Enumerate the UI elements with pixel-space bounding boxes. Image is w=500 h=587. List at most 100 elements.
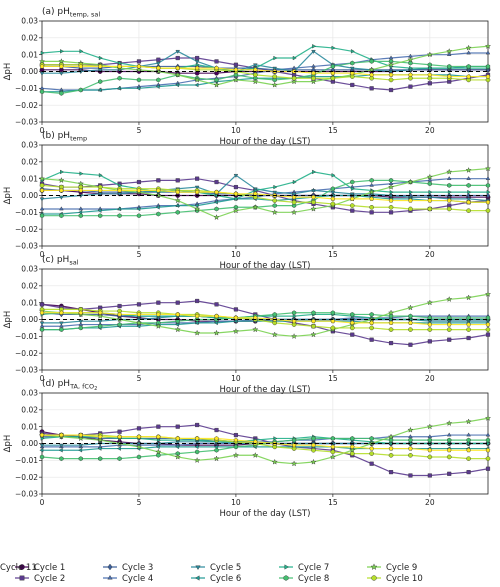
- series-11: [39, 310, 491, 327]
- series-line: [42, 434, 488, 451]
- data-point: [39, 197, 45, 202]
- data-point: [155, 205, 160, 210]
- data-point: [388, 210, 394, 215]
- data-point: [426, 51, 433, 58]
- data-point: [408, 198, 413, 203]
- data-point: [97, 319, 103, 324]
- series-2: [39, 422, 491, 478]
- x-tick-label: 10: [231, 250, 241, 259]
- data-point: [253, 63, 258, 68]
- data-point: [292, 179, 297, 185]
- legend-marker: [284, 564, 290, 570]
- legend-label: Cycle 6: [210, 574, 241, 584]
- series-10: [39, 183, 491, 213]
- legend-entry: Cycle 8: [279, 574, 329, 584]
- data-point: [155, 444, 160, 450]
- data-point: [427, 437, 432, 443]
- series-line: [41, 45, 488, 73]
- series-line: [41, 293, 489, 337]
- data-point: [78, 206, 84, 211]
- data-point: [175, 65, 181, 71]
- data-point: [136, 302, 142, 307]
- data-point: [77, 180, 84, 187]
- data-point: [156, 300, 161, 305]
- y-tick-label: 0.02: [21, 281, 38, 290]
- data-point: [427, 72, 433, 77]
- data-point: [117, 192, 122, 197]
- x-tick-label: 20: [425, 126, 435, 135]
- data-point: [233, 433, 238, 438]
- data-point: [273, 55, 278, 61]
- data-point: [118, 183, 123, 188]
- data-point: [78, 432, 84, 438]
- data-point: [136, 59, 142, 64]
- data-point: [156, 57, 161, 62]
- data-point: [194, 320, 199, 326]
- data-point: [156, 312, 161, 317]
- data-point: [59, 327, 64, 333]
- data-point: [485, 322, 491, 327]
- data-point: [408, 473, 413, 478]
- data-point: [194, 329, 201, 336]
- data-point: [195, 449, 200, 455]
- data-point: [408, 76, 413, 81]
- data-point: [175, 203, 180, 208]
- data-point: [157, 437, 161, 443]
- data-point: [39, 71, 45, 76]
- data-point: [466, 470, 471, 475]
- legend-marker: [194, 575, 200, 581]
- data-point: [369, 76, 374, 81]
- panel-title: (d) pHTA, fCO2: [42, 379, 97, 392]
- data-point: [156, 77, 161, 83]
- x-tick-label: 15: [328, 126, 338, 135]
- data-point: [136, 312, 142, 317]
- legend-label: Cycle 8: [298, 574, 329, 584]
- data-point: [214, 313, 219, 319]
- data-point: [349, 444, 355, 449]
- y-tick-label: −0.02: [15, 225, 38, 234]
- series-11: [39, 64, 491, 79]
- data-point: [175, 300, 180, 305]
- data-point: [311, 70, 316, 76]
- data-point: [38, 58, 46, 65]
- data-point: [485, 432, 491, 437]
- data-point: [311, 318, 316, 324]
- data-point: [117, 64, 122, 69]
- data-point: [407, 56, 414, 63]
- data-point: [408, 342, 413, 347]
- data-point: [291, 200, 297, 205]
- data-point: [116, 206, 121, 212]
- data-point: [312, 169, 317, 175]
- x-tick-label: 20: [425, 498, 435, 507]
- y-tick-label: 0.02: [21, 405, 38, 414]
- data-point: [60, 169, 64, 175]
- data-point: [428, 189, 433, 195]
- data-point: [369, 436, 374, 441]
- data-point: [40, 436, 45, 441]
- data-point: [272, 66, 277, 71]
- data-point: [214, 65, 219, 71]
- data-point: [466, 197, 471, 202]
- data-point: [446, 48, 453, 54]
- data-point: [272, 320, 277, 326]
- data-point: [117, 188, 122, 193]
- data-point: [233, 437, 239, 443]
- data-point: [39, 183, 45, 188]
- x-tick-label: 0: [40, 250, 45, 259]
- data-point: [484, 43, 492, 49]
- legend-entry: Cycle 5: [191, 563, 241, 573]
- data-point: [39, 454, 45, 460]
- data-point: [446, 447, 452, 453]
- data-point: [485, 327, 491, 332]
- data-point: [156, 65, 161, 71]
- data-point: [311, 324, 316, 329]
- data-point: [388, 453, 394, 458]
- data-point: [388, 70, 394, 75]
- panel-title: (c) pHsal: [42, 255, 79, 267]
- data-point: [271, 458, 278, 465]
- x-tick-label: 20: [425, 374, 435, 383]
- data-point: [78, 319, 84, 324]
- data-point: [194, 205, 201, 212]
- data-point: [39, 89, 45, 95]
